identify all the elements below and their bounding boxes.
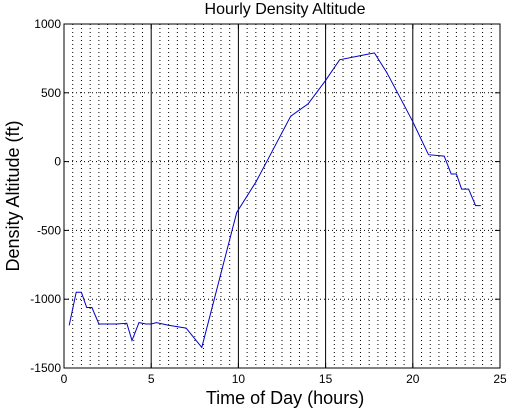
tick-marks <box>63 23 501 369</box>
y-tick-label: -1000 <box>30 292 61 306</box>
y-axis-label: Density Altitude (ft) <box>3 120 23 271</box>
series-line <box>68 52 481 349</box>
grid <box>64 24 500 368</box>
y-tick-label: -500 <box>37 223 61 237</box>
x-tick-label: 5 <box>148 372 155 386</box>
x-tick-label: 0 <box>61 372 68 386</box>
chart-title: Hourly Density Altitude <box>205 1 366 18</box>
x-tick-label: 15 <box>319 372 333 386</box>
y-tick-label: 0 <box>54 155 61 169</box>
plot-frame <box>63 23 501 369</box>
x-tick-label: 25 <box>493 372 507 386</box>
y-tick-label: 500 <box>41 86 61 100</box>
tick-labels: 0 5 10 15 20 25 -1500 -1000 -500 0 500 1000 <box>30 17 507 386</box>
y-tick-label: -1500 <box>30 361 61 375</box>
y-tick-label: 1000 <box>34 17 61 31</box>
x-tick-label: 20 <box>406 372 420 386</box>
x-axis-label: Time of Day (hours) <box>206 388 364 408</box>
x-tick-label: 10 <box>232 372 246 386</box>
series-layer <box>68 52 481 349</box>
